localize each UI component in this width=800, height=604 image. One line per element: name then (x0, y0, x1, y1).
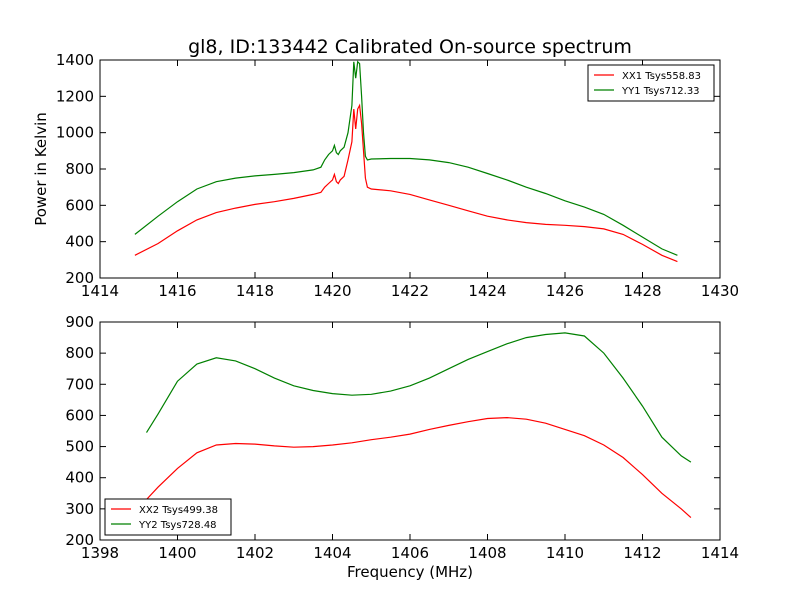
x-tick-label: 1426 (546, 282, 584, 300)
x-tick-label: 1400 (158, 544, 196, 562)
legend: XX2 Tsys499.38 YY2 Tsys728.48 (104, 498, 232, 536)
series-line-1 (146, 416, 692, 519)
y-tick-label: 700 (65, 375, 94, 393)
y-tick-label: 400 (65, 233, 94, 251)
x-tick-label: 1414 (701, 544, 739, 562)
y-tick-label: 200 (65, 531, 94, 549)
y-tick-label: 400 (65, 469, 94, 487)
x-tick-label: 1404 (313, 544, 351, 562)
legend-label: XX1 Tsys558.83 (622, 71, 701, 82)
y-tick-label: 1000 (56, 124, 94, 142)
legend-label: YY2 Tsys728.48 (138, 520, 217, 531)
x-tick-label: 1402 (236, 544, 274, 562)
y-tick-label: 600 (65, 196, 94, 214)
x-tick-label: 1418 (236, 282, 274, 300)
x-tick-label: 1414 (81, 282, 119, 300)
x-axis-label: Frequency (MHz) (347, 563, 473, 581)
legend-label: XX2 Tsys499.38 (139, 505, 218, 516)
subplot-2: 1398 1400 1402 1404 1406 1408 1410 1412 1414 200 3… (65, 313, 739, 581)
x-tick-label: 1428 (623, 282, 661, 300)
x-tick-label: 1406 (391, 544, 429, 562)
x-tick-label: 1408 (468, 544, 506, 562)
series-line-2 (134, 60, 678, 256)
y-tick-label: 800 (65, 160, 94, 178)
x-tick-label: 1412 (623, 544, 661, 562)
y-tick-label: 800 (65, 344, 94, 362)
y-tick-label: 300 (65, 500, 94, 518)
x-tick-label: 1416 (158, 282, 196, 300)
x-tick-label: 1410 (546, 544, 584, 562)
y-axis-label: Power in Kelvin (32, 112, 50, 226)
legend-box (587, 64, 715, 102)
legend-box (104, 498, 232, 536)
subplot-1: 1414 1416 1418 1420 1422 1424 1426 1428 1430 200 4… (32, 51, 739, 300)
series-line-2 (145, 332, 692, 463)
legend: XX1 Tsys558.83 YY1 Tsys712.33 (587, 64, 715, 102)
y-tick-label: 600 (65, 406, 94, 424)
x-tick-label: 1430 (701, 282, 739, 300)
y-tick-label: 1200 (56, 87, 94, 105)
x-tick-label: 1398 (81, 544, 119, 562)
series-line-1 (134, 103, 678, 263)
y-tick-label: 1400 (56, 51, 94, 69)
legend-label: YY1 Tsys712.33 (621, 86, 700, 97)
x-tick-label: 1422 (391, 282, 429, 300)
chart-title: gl8, ID:133442 Calibrated On-source spec… (188, 36, 632, 58)
y-tick-label: 500 (65, 438, 94, 456)
y-tick-label: 200 (65, 269, 94, 287)
y-tick-label: 900 (65, 313, 94, 331)
x-tick-label: 1424 (468, 282, 506, 300)
x-tick-label: 1420 (313, 282, 351, 300)
